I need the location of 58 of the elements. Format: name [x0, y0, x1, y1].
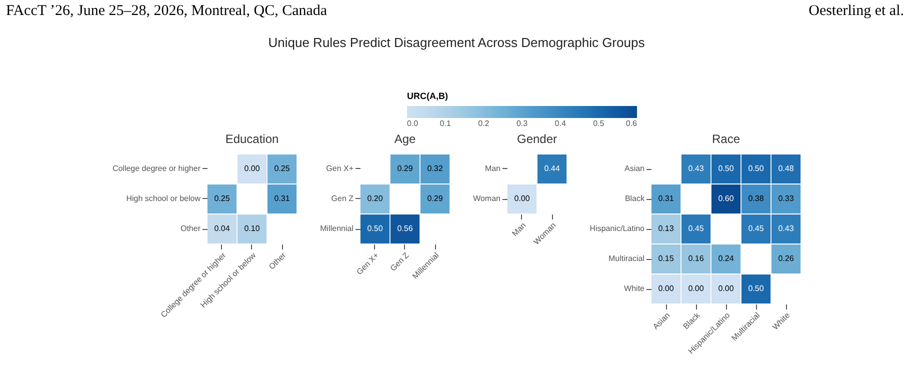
data-label: 0.50 [367, 224, 384, 233]
data-label: 0.50 [718, 164, 734, 173]
data-label: 0.15 [658, 254, 674, 263]
chart-subtitle: Gender [516, 132, 558, 146]
data-label: 0.26 [778, 254, 794, 263]
y-tick-label: College degree or higher [112, 164, 201, 173]
chart-subtitle: Race [712, 132, 740, 146]
data-label: 0.32 [427, 164, 444, 173]
data-label: 0.60 [718, 194, 734, 203]
color-bar-label: 0.4 [554, 119, 566, 128]
text: FAccT ’26, June 25–28, 2026, Montreal, QC, Canada [6, 3, 328, 20]
color-bar-title: URC(A,B) [407, 91, 448, 101]
data-label: 0.31 [658, 194, 674, 203]
data-label: 0.00 [658, 284, 674, 293]
data-label: 0.10 [244, 224, 260, 233]
data-label: 0.24 [718, 254, 734, 263]
color-bar-label: 0.1 [440, 119, 452, 128]
y-tick-label: High school or below [126, 194, 201, 203]
data-label: 0.29 [397, 164, 414, 173]
y-tick-label: Gen Z [331, 194, 354, 203]
data-label: 0.43 [688, 164, 704, 173]
data-label: 0.00 [688, 284, 704, 293]
data-label: 0.45 [688, 224, 704, 233]
data-label: 0.16 [688, 254, 704, 263]
chart-subtitle: Education [225, 132, 279, 146]
text: Unique Rules Predict Disagreement Across Demographic Groups [268, 35, 646, 50]
y-tick-label: Asian [624, 164, 644, 173]
data-label: 0.43 [778, 224, 794, 233]
color-bar-label: 0.2 [478, 119, 490, 128]
data-label: 0.38 [748, 194, 764, 203]
data-label: 0.50 [748, 164, 764, 173]
data-label: 0.48 [778, 164, 794, 173]
x-tick-label: Gen Z [388, 250, 411, 273]
data-label: 0.00 [514, 194, 530, 203]
data-label: 0.33 [778, 194, 794, 203]
data-label: 0.00 [718, 284, 734, 293]
data-label: 0.00 [244, 164, 260, 173]
data-label: 0.04 [214, 224, 230, 233]
y-tick-label: White [624, 284, 646, 293]
data-label: 0.20 [367, 194, 384, 203]
y-tick-label: Gen X+ [326, 164, 354, 173]
data-label: 0.45 [748, 224, 764, 233]
y-tick-label: Black [624, 194, 646, 203]
color-bar-label: 0.6 [626, 119, 638, 128]
data-label: 0.13 [658, 224, 674, 233]
data-label: 0.31 [274, 194, 290, 203]
x-tick-label: Gen X+ [354, 250, 381, 277]
color-bar-label: 0.0 [407, 119, 419, 128]
data-label: 0.50 [748, 284, 764, 293]
data-label: 0.25 [274, 164, 290, 173]
data-label: 0.56 [397, 224, 414, 233]
color-bar-label: 0.5 [593, 119, 605, 128]
text: Oesterling et al. [808, 3, 904, 20]
data-label: 0.29 [427, 194, 444, 203]
color-bar-label: 0.3 [516, 119, 528, 128]
data-label: 0.44 [544, 164, 560, 173]
data-label: 0.25 [214, 194, 230, 203]
chart-subtitle: Age [394, 132, 416, 146]
